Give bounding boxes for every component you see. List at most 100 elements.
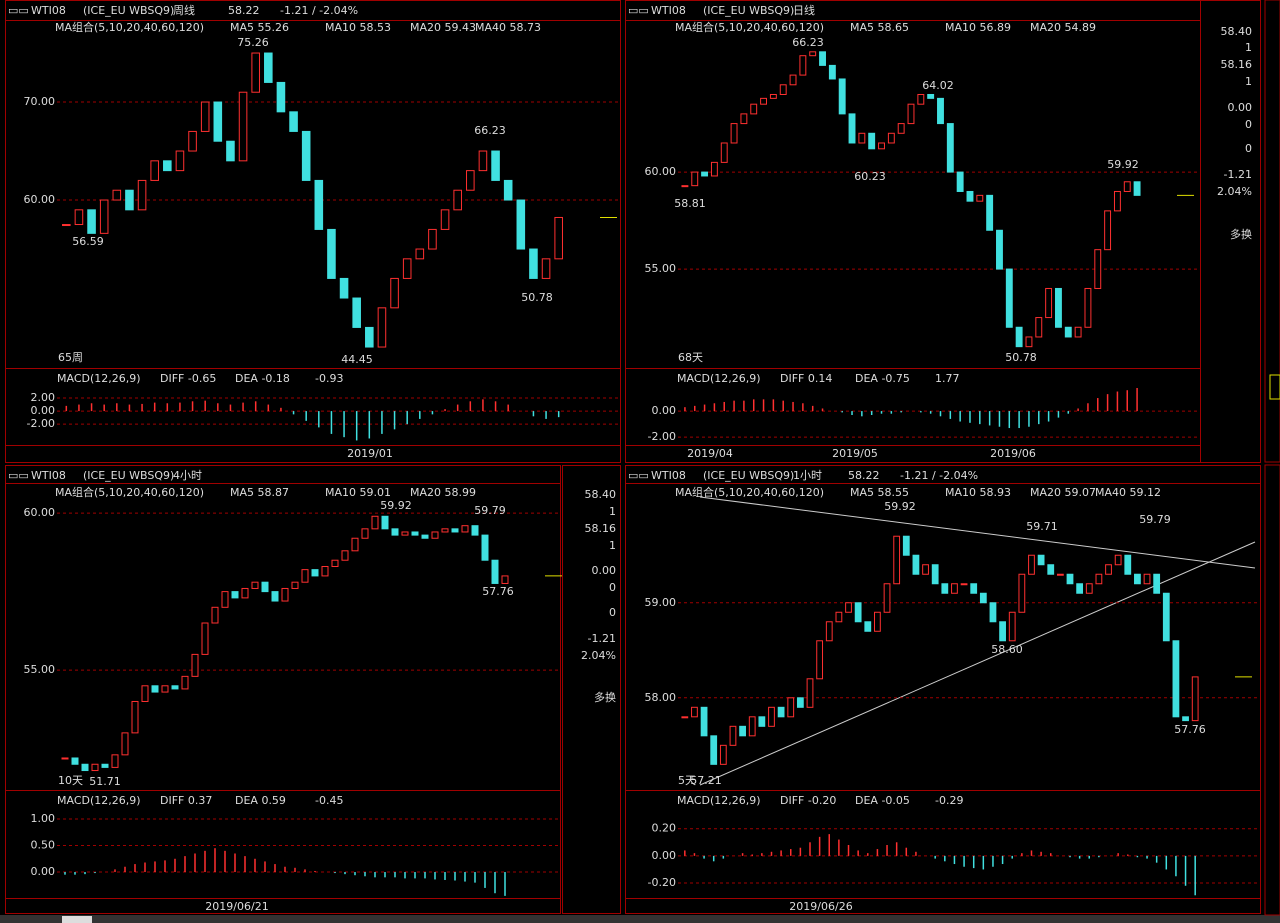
ma-legend: MA20 58.99: [410, 486, 476, 499]
date-label: 2019/05: [832, 447, 878, 460]
y-tick-label: 60.00: [24, 193, 56, 206]
candle: [769, 93, 777, 99]
candle: [1114, 554, 1122, 566]
candle: [361, 528, 369, 539]
ma-legend: MA组合(5,10,20,40,60,120): [675, 485, 824, 499]
period[interactable]: 4小时: [173, 469, 202, 482]
candle: [927, 93, 935, 99]
candle: [150, 160, 159, 181]
candle: [390, 277, 399, 309]
macd-name: MACD(12,26,9): [57, 794, 141, 807]
candle: [111, 754, 119, 768]
candle: [897, 123, 905, 134]
candle: [481, 534, 489, 561]
candle: [912, 554, 920, 575]
candle: [1094, 249, 1102, 289]
extreme-label: 57.21: [690, 774, 722, 787]
ma-legend: MA10 59.01: [325, 486, 391, 499]
candle: [719, 744, 727, 765]
macd-dea: DEA 0.59: [235, 794, 286, 807]
info-value: 2.04%: [581, 649, 616, 662]
candle: [101, 763, 109, 768]
candle: [828, 64, 836, 80]
extreme-label: 58.60: [991, 643, 1023, 656]
info-value: 0: [609, 606, 616, 619]
candle: [271, 591, 279, 602]
candle: [1095, 573, 1103, 585]
candle: [996, 229, 1003, 270]
candle: [181, 675, 189, 690]
candle: [503, 179, 513, 201]
candle: [691, 706, 698, 718]
window-icon: ▭▭: [628, 4, 649, 17]
candle: [188, 130, 197, 152]
period[interactable]: 周线: [173, 3, 195, 17]
candle: [970, 583, 978, 594]
candle: [81, 763, 89, 772]
info-value: 1: [609, 505, 616, 518]
scroll-thumb[interactable]: [62, 916, 92, 923]
info-value: -1.21: [588, 632, 616, 645]
candle: [922, 564, 929, 575]
candle: [1037, 554, 1045, 566]
candle: [289, 111, 298, 132]
candle: [314, 179, 324, 230]
candle: [1134, 573, 1141, 585]
candle: [377, 307, 387, 348]
candle: [1015, 326, 1023, 348]
candle: [825, 621, 833, 642]
candle: [121, 732, 129, 756]
candle: [730, 123, 738, 144]
macd-dea: DEA -0.05: [855, 794, 910, 807]
candle: [352, 297, 361, 328]
window-icon: ▭▭: [8, 469, 29, 482]
candle: [1056, 573, 1064, 576]
price-change: -1.21 / -2.04%: [900, 469, 978, 482]
contract: (ICE_EU WBSQ9): [83, 4, 174, 17]
candle: [161, 685, 169, 693]
period[interactable]: 日线: [793, 3, 815, 17]
extreme-label: 57.76: [1174, 723, 1206, 736]
candle: [907, 103, 915, 125]
candle: [883, 583, 891, 613]
window-icon: ▭▭: [628, 469, 649, 482]
candle: [809, 51, 817, 57]
status-bar: [0, 915, 1280, 923]
y-tick-label: -0.20: [648, 876, 676, 889]
candle: [415, 248, 425, 260]
candle: [191, 653, 199, 677]
info-value: 58.16: [585, 522, 617, 535]
extreme-label: 64.02: [922, 79, 954, 92]
macd-value: -0.29: [935, 794, 963, 807]
candle: [1084, 287, 1092, 328]
candle: [238, 91, 248, 162]
y-tick-label: 2.00: [31, 391, 56, 404]
y-tick-label: 60.00: [645, 165, 677, 178]
window-icon: ▭▭: [8, 4, 29, 17]
period[interactable]: 1小时: [793, 469, 822, 482]
candle: [301, 130, 311, 181]
candle: [681, 716, 689, 719]
candle: [554, 216, 563, 260]
trend-line: [699, 541, 1256, 786]
candle: [739, 725, 746, 737]
candle: [61, 757, 69, 760]
last-price: 58.22: [228, 4, 260, 17]
info-value: 0: [1245, 118, 1252, 131]
info-value: 58.40: [1221, 25, 1253, 38]
info-value: 58.40: [585, 488, 617, 501]
symbol: WTI08: [31, 469, 66, 482]
candle: [787, 697, 795, 718]
candle: [1085, 583, 1093, 594]
y-tick-label: 0.20: [652, 822, 677, 835]
candle: [451, 528, 459, 533]
info-value: 0.00: [1228, 101, 1253, 114]
candle: [1123, 181, 1131, 192]
extreme-label: 59.79: [474, 504, 506, 517]
extreme-label: 57.76: [482, 585, 514, 598]
candle: [87, 209, 96, 234]
candle: [261, 581, 269, 593]
candle: [301, 569, 309, 583]
candle: [1018, 573, 1026, 613]
candle: [966, 190, 974, 202]
